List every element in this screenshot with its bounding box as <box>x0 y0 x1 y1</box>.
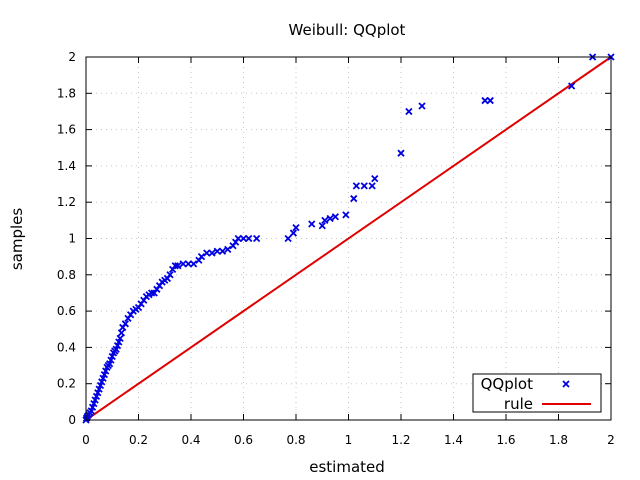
qqplot-point <box>486 96 494 105</box>
qqplot-point <box>252 234 261 243</box>
x-tick-label: 1.2 <box>391 433 410 447</box>
qqplot-point <box>289 229 298 237</box>
qqplot-point <box>224 245 232 254</box>
legend-marker-qqplot <box>562 380 570 388</box>
qqplot-point <box>342 211 350 219</box>
legend-label-rule: rule <box>504 395 533 413</box>
y-tick-label: 1.2 <box>57 195 76 209</box>
y-tick-label: 0.4 <box>57 340 76 354</box>
qqplot-point <box>117 329 126 337</box>
x-tick-label: 1 <box>345 433 353 447</box>
y-tick-label: 0.8 <box>57 268 76 282</box>
qqplot-point <box>397 149 405 157</box>
y-tick-label: 1.8 <box>57 86 76 100</box>
y-tick-label: 0 <box>68 413 76 427</box>
x-tick-label: 1.6 <box>496 433 515 447</box>
legend-box <box>472 373 602 413</box>
y-tick-label: 0.2 <box>57 377 76 391</box>
qqplot-point <box>318 222 326 230</box>
x-tick-label: 1.4 <box>444 433 463 447</box>
y-tick-label: 1 <box>68 232 76 246</box>
qqplot-point <box>292 223 300 232</box>
qqplot-point <box>197 253 206 261</box>
axis-ticks: 0 0.2 0.4 0.6 0.8 1 1.2 1.4 1.6 1.8 2 0 0.2 0.4 0.6 0.8… <box>57 50 615 447</box>
legend-marker-x <box>562 380 570 388</box>
qqplot-point <box>308 220 316 228</box>
chart-title: Weibull: QQplot <box>289 21 406 39</box>
qqplot-point <box>360 182 368 190</box>
x-tick-label: 0.8 <box>286 433 305 447</box>
qqplot-point <box>174 262 182 270</box>
x-tick-label: 0 <box>82 433 90 447</box>
rule-line <box>85 56 612 421</box>
qqplot-point <box>189 260 198 268</box>
qqplot-point <box>245 234 253 243</box>
x-tick-label: 0.6 <box>234 433 253 447</box>
x-axis-label: estimated <box>309 458 385 476</box>
qqplot-point <box>567 82 576 90</box>
qqplot-point <box>326 214 334 223</box>
x-tick-label: 1.8 <box>549 433 568 447</box>
qqplot-point <box>331 213 340 221</box>
qqplot-point <box>166 271 174 279</box>
qqplot-point <box>350 194 358 203</box>
qqplot-point <box>405 107 413 116</box>
x-tick-label: 0.2 <box>129 433 148 447</box>
qqplot-point <box>321 216 329 224</box>
legend-label-qqplot: QQplot <box>481 375 533 393</box>
qqplot-point <box>147 289 156 297</box>
qqplot-point <box>371 174 379 183</box>
y-tick-label: 2 <box>68 50 76 64</box>
qqplot-point <box>284 234 292 243</box>
x-tick-label: 0.4 <box>181 433 200 447</box>
y-tick-label: 1.4 <box>57 159 76 173</box>
qqplot-point <box>208 249 216 257</box>
qqplot-point <box>352 182 361 190</box>
legend: QQplot rule <box>472 373 602 413</box>
rule-layer <box>85 56 612 421</box>
qqplot-point <box>171 262 179 270</box>
qqplot-point <box>116 334 124 342</box>
qqplot-point <box>418 102 426 110</box>
y-tick-label: 0.6 <box>57 304 76 318</box>
qqplot-point <box>218 247 227 255</box>
qqplot-point <box>368 182 376 190</box>
y-axis-label: samples <box>8 208 26 271</box>
y-tick-label: 1.6 <box>57 123 76 137</box>
qqplot-points <box>82 53 615 424</box>
qqplot-point <box>121 320 130 328</box>
x-tick-label: 2 <box>607 433 615 447</box>
